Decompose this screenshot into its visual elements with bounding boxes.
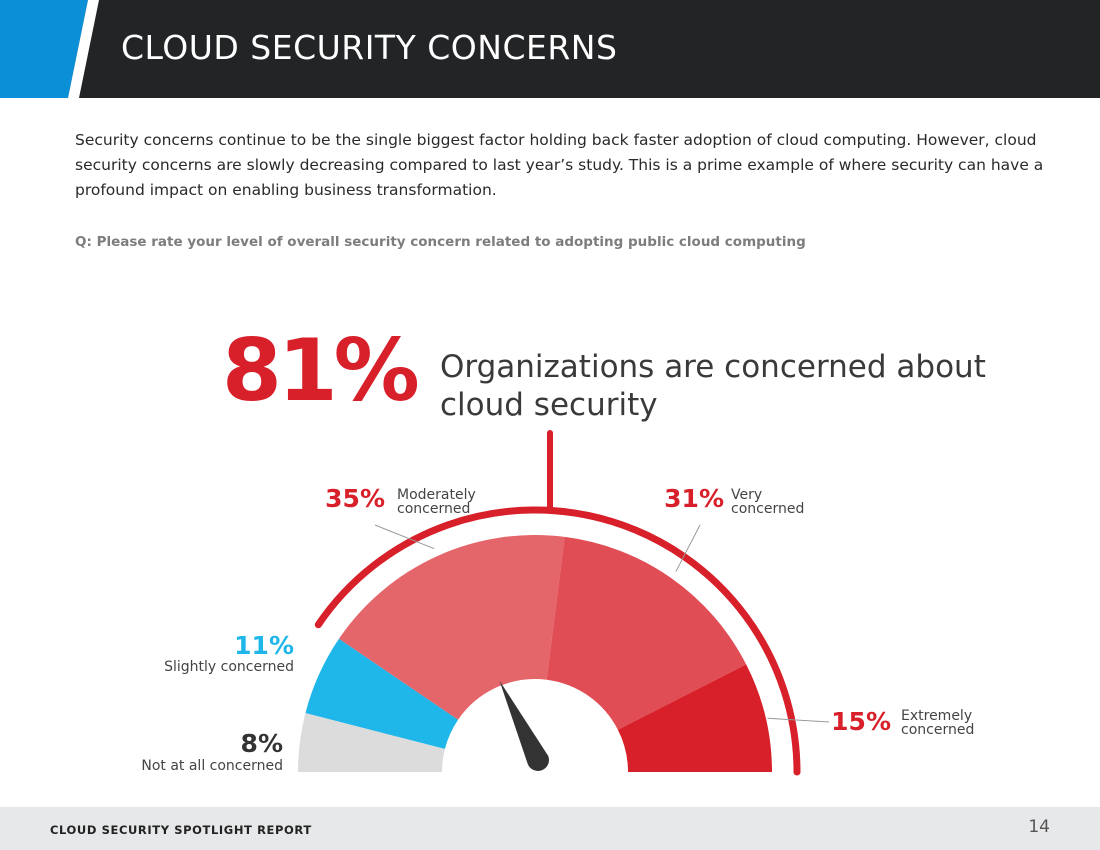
leader-line-5 <box>767 717 830 723</box>
header-accent-stripe <box>0 0 99 98</box>
gauge-chart: 8%Not at all concerned 11%Slightly concer… <box>141 430 974 776</box>
headline-percentage: 81% <box>222 321 420 421</box>
gauge-segment-2 <box>305 638 459 749</box>
gauge-segment-5 <box>617 664 772 772</box>
survey-question: Q: Please rate your level of overall sec… <box>75 234 806 250</box>
header-bar: CLOUD SECURITY CONCERNS <box>0 0 1100 98</box>
segment-category-label-5: Extremely <box>901 708 972 724</box>
page-number: 14 <box>1028 817 1050 837</box>
footer-report-title: CLOUD SECURITY SPOTLIGHT REPORT <box>50 823 312 837</box>
segment-category-label-2: Slightly concerned <box>164 659 294 675</box>
page-title: CLOUD SECURITY CONCERNS <box>121 28 618 67</box>
footer-bar: CLOUD SECURITY SPOTLIGHT REPORT 14 <box>0 807 1100 850</box>
segment-category-label-5: concerned <box>901 722 974 738</box>
leader-line-3 <box>374 524 435 550</box>
gauge-segment-3 <box>338 535 565 720</box>
segment-category-label-3: concerned <box>397 501 470 517</box>
highlight-arc <box>314 506 801 776</box>
segment-value-label-4: 31% <box>664 484 724 513</box>
headline-text: Organizations are concerned about cloud … <box>440 349 986 423</box>
segment-category-label-4: Very <box>731 487 762 503</box>
segment-value-label-3: 35% <box>325 484 385 513</box>
leader-line-4 <box>675 524 701 572</box>
segment-category-label-3: Moderately <box>397 487 476 503</box>
segment-value-label-2: 11% <box>234 631 294 660</box>
gauge-needle <box>499 680 549 771</box>
segment-category-label-1: Not at all concerned <box>141 758 283 774</box>
gauge-segment-1 <box>298 713 445 772</box>
segment-value-label-1: 8% <box>241 729 283 758</box>
intro-paragraph: Security concerns continue to be the sin… <box>75 131 1044 199</box>
segment-category-label-4: concerned <box>731 501 804 517</box>
gauge-segment-4 <box>546 536 747 730</box>
segment-value-label-5: 15% <box>831 707 891 736</box>
